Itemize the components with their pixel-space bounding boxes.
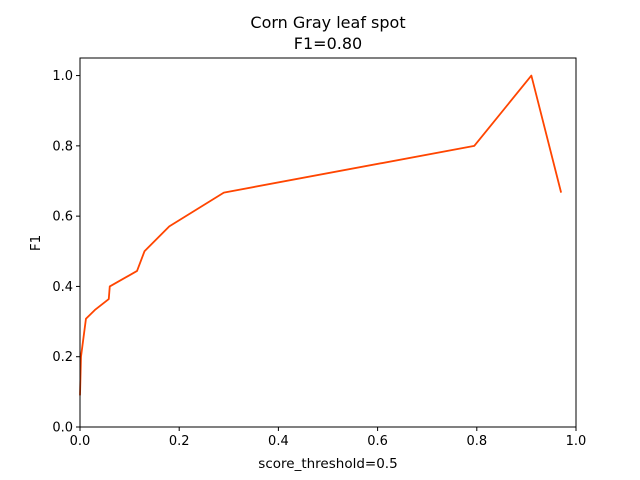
- x-tick-label-1: 0.2: [169, 434, 190, 449]
- x-tick-label-0: 0.0: [70, 434, 91, 449]
- y-tick-label-3: 0.6: [52, 210, 73, 225]
- y-tick-label-0: 0.0: [52, 421, 73, 436]
- y-tick-label-4: 0.8: [52, 139, 73, 154]
- x-axis-label: score_threshold=0.5: [258, 456, 397, 472]
- series-line-0: [79, 74, 562, 396]
- y-tick-label-2: 0.4: [52, 280, 73, 295]
- x-tick-label-3: 0.6: [367, 434, 388, 449]
- x-tick-label-2: 0.4: [268, 434, 289, 449]
- chart-subtitle: F1=0.80: [294, 34, 362, 53]
- plot-area: 0.0 0.2 0.4 0.6 0.8 1.0 0.0 0.2 0.4 0.6 0.8 1.0: [52, 57, 587, 449]
- x-tick-label-4: 0.8: [466, 434, 487, 449]
- y-tick-label-5: 1.0: [52, 69, 73, 84]
- y-tick-label-1: 0.2: [52, 350, 73, 365]
- plot-frame: [79, 57, 577, 428]
- y-axis-label: F1: [28, 235, 44, 251]
- chart-title: Corn Gray leaf spot: [250, 13, 405, 32]
- x-tick-label-5: 1.0: [566, 434, 587, 449]
